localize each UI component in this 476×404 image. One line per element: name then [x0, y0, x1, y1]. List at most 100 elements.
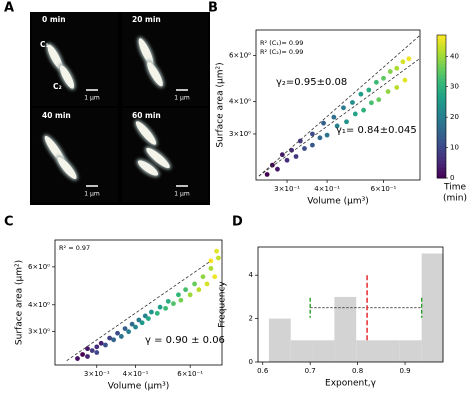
point: [157, 304, 163, 310]
colorbar-segment: [437, 106, 446, 111]
cell: [146, 147, 170, 169]
point: [381, 75, 386, 81]
colorbar-segment: [437, 170, 446, 175]
point: [302, 146, 307, 151]
point: [297, 138, 303, 144]
colorbar-segment: [437, 88, 446, 93]
point: [126, 329, 132, 335]
x-tick-label: 6×10⁻¹: [371, 185, 397, 193]
point: [361, 107, 366, 113]
y-tick-label: 3×10⁰: [229, 130, 251, 138]
point: [358, 91, 364, 97]
fit-line: [258, 58, 421, 177]
panel-letter: A: [4, 1, 14, 16]
x-tick-label: 4×10⁻¹: [123, 370, 149, 378]
point: [145, 316, 151, 322]
point: [208, 266, 214, 271]
point: [310, 142, 315, 148]
cell: [135, 121, 157, 145]
point: [107, 335, 113, 341]
point: [284, 157, 290, 163]
axes-frame: [257, 246, 444, 363]
colorbar-segment: [437, 63, 446, 68]
colorbar-segment: [437, 113, 446, 118]
point: [344, 119, 349, 125]
colorbar-segment: [437, 163, 446, 168]
colorbar-segment: [437, 38, 446, 43]
point: [269, 162, 275, 168]
hist-bar: [399, 340, 422, 362]
annotation: R² (C₁)= 0.99: [260, 39, 303, 47]
y-tick-label: 3×10⁰: [28, 328, 50, 336]
colorbar-segment: [437, 35, 446, 40]
colorbar-segment: [437, 56, 446, 61]
colorbar-label: Time: [443, 183, 466, 193]
scale-label: 1 µm: [174, 191, 190, 198]
y-tick-label: 4×10⁰: [229, 97, 251, 105]
point: [334, 123, 340, 129]
colorbar-segment: [437, 85, 446, 90]
y-tick-label: 2: [249, 315, 253, 323]
panel-letter: C: [4, 215, 14, 230]
x-tick-label: 3×10⁻¹: [84, 370, 110, 378]
colorbar-segment: [437, 42, 446, 47]
point: [324, 132, 330, 138]
colorbar-segment: [437, 160, 446, 165]
colorbar-segment: [437, 124, 446, 129]
x-tick-label: 0.8: [352, 367, 363, 375]
point: [293, 154, 299, 159]
point: [80, 352, 85, 357]
colorbar-segment: [437, 135, 446, 140]
colorbar-segment: [437, 142, 446, 147]
colorbar-segment: [437, 95, 446, 100]
micrograph-tile: [32, 108, 118, 202]
point: [350, 100, 355, 105]
colorbar-tick-label: 40: [450, 52, 459, 60]
hist-bar: [334, 296, 357, 362]
point: [142, 313, 148, 319]
point: [149, 309, 154, 315]
point: [279, 152, 285, 158]
hist-bar: [312, 340, 335, 362]
colorbar-segment: [437, 45, 446, 50]
time-label: 20 min: [132, 15, 161, 24]
colorbar-tick-label: 30: [450, 83, 459, 91]
colorbar-segment: [437, 174, 446, 179]
x-tick-label: 0.7: [305, 367, 316, 375]
y-axis-label: Surface area (µm²): [15, 260, 25, 345]
point: [400, 59, 406, 65]
colorbar-frame: [436, 34, 447, 179]
colorbar-label: (min): [443, 194, 467, 204]
point: [129, 321, 135, 327]
point: [178, 297, 184, 303]
point: [214, 248, 219, 254]
point: [387, 69, 393, 74]
colorbar-segment: [437, 52, 446, 57]
point: [133, 324, 138, 330]
colorbar-segment: [437, 156, 446, 161]
point: [394, 85, 400, 90]
point: [204, 281, 210, 287]
cell: [59, 65, 75, 89]
point: [264, 172, 270, 177]
point: [85, 346, 90, 352]
point: [368, 100, 374, 106]
colorbar-segment: [437, 149, 446, 154]
annotation: γ = 0.90 ± 0.06: [145, 335, 225, 346]
point: [94, 350, 100, 355]
hist-bar: [356, 340, 379, 362]
point: [385, 89, 391, 94]
scale-label: 1 µm: [84, 95, 100, 102]
fit-line: [66, 260, 212, 361]
y-axis-label: Surface area (µm²): [216, 62, 226, 147]
point: [187, 292, 193, 298]
y-tick-label: 6×10⁰: [28, 263, 50, 271]
colorbar-segment: [437, 49, 446, 54]
point: [192, 281, 197, 287]
point: [111, 337, 117, 343]
colorbar-segment: [437, 81, 446, 86]
colorbar-segment: [437, 60, 446, 65]
cell: [137, 160, 159, 176]
panel-letter: B: [208, 1, 218, 16]
point: [171, 301, 176, 307]
